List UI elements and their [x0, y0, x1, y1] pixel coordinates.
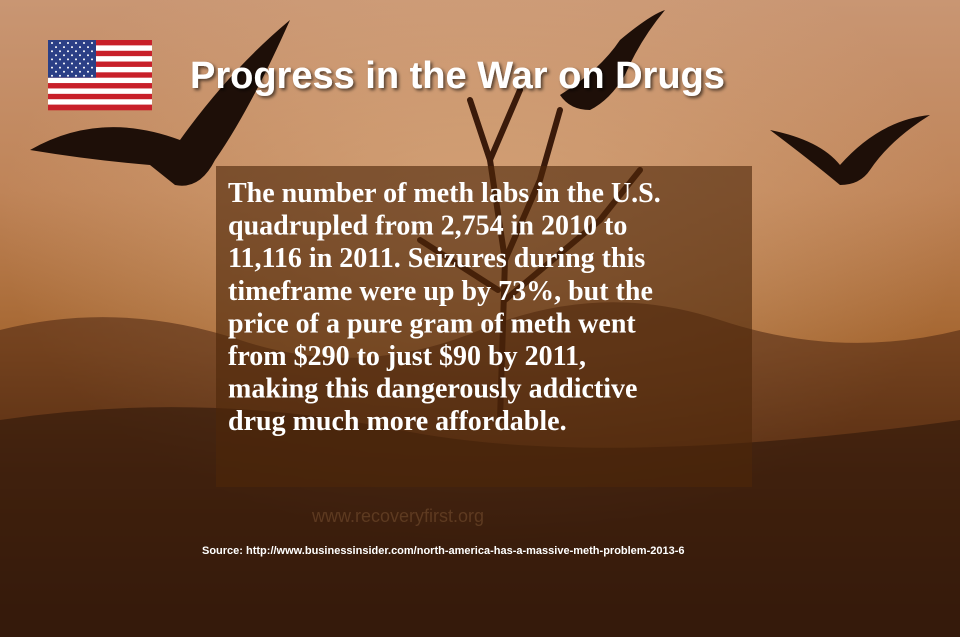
flag-star — [63, 54, 65, 57]
flag-stripe — [48, 50, 152, 57]
flag-star — [71, 54, 73, 57]
flag-star — [79, 70, 81, 73]
flag-star — [91, 66, 93, 69]
flag-star — [59, 42, 61, 44]
flag-star — [83, 66, 85, 69]
us-flag — [48, 40, 152, 111]
flag-star — [67, 42, 69, 44]
body-text: The number of meth labs in the U.S.quadr… — [228, 178, 661, 437]
flag-star — [79, 54, 81, 57]
body-line: making this dangerously addictive — [228, 374, 637, 405]
flag-star — [67, 58, 69, 61]
body-line: drug much more affordable. — [228, 406, 567, 437]
flag-star — [91, 42, 93, 44]
body-line: timeframe were up by 73%, but the — [228, 276, 653, 307]
flag-stripe — [48, 77, 152, 84]
flag-star — [51, 66, 53, 69]
flag-star — [75, 58, 77, 61]
flag-star — [55, 54, 57, 57]
flag-stripe — [48, 40, 152, 46]
body-line: 11,116 in 2011. Seizures during this — [228, 243, 645, 274]
flag-stripe — [48, 56, 152, 62]
flag-star — [55, 62, 57, 65]
flag-star — [51, 74, 53, 77]
flag-star — [51, 50, 53, 53]
flag-star — [71, 46, 73, 49]
flag-stripe — [48, 61, 152, 68]
flag-star — [83, 74, 85, 77]
body-line: The number of meth labs in the U.S. — [228, 178, 661, 209]
flag-star — [59, 66, 61, 69]
flag-star — [79, 46, 81, 49]
flag-stripe — [48, 93, 152, 100]
flag-star — [55, 70, 57, 73]
flag-star — [83, 42, 85, 44]
flag-star — [71, 62, 73, 65]
flag-star — [75, 50, 77, 53]
flag-star — [63, 46, 65, 49]
flag-stripe — [48, 72, 152, 78]
flag-star — [59, 74, 61, 77]
flag-stripe — [48, 104, 152, 111]
body-line: quadrupled from 2,754 in 2010 to — [228, 211, 627, 242]
flag-star — [87, 46, 89, 49]
flag-star — [59, 58, 61, 61]
title: Progress in the War on Drugs — [190, 55, 725, 97]
flag-star — [67, 50, 69, 53]
flag-star — [83, 50, 85, 53]
flag-star — [71, 70, 73, 73]
flag-star — [83, 58, 85, 61]
flag-star — [79, 62, 81, 65]
flag-star — [67, 74, 69, 77]
flag-stripe — [48, 66, 152, 73]
flag-star — [75, 74, 77, 77]
flag-star — [87, 70, 89, 73]
flag-stripe — [48, 88, 152, 95]
flag-star — [75, 66, 77, 69]
source: Source: http://www.businessinsider.com/n… — [202, 545, 685, 557]
flag-star — [91, 74, 93, 77]
flag-star — [51, 58, 53, 61]
flag-star — [63, 62, 65, 65]
text-box — [216, 166, 752, 487]
flag-stripe — [48, 83, 152, 89]
flag-star — [91, 58, 93, 61]
flag-star — [55, 46, 57, 49]
body-line: price of a pure gram of meth went — [228, 308, 636, 339]
flag-star — [63, 70, 65, 73]
birds — [30, 10, 930, 186]
flag-stripe — [48, 99, 152, 105]
flag-stripe — [48, 45, 152, 52]
flag-star — [59, 50, 61, 53]
watermark: www.recoveryfirst.org — [311, 506, 484, 526]
flag-star — [87, 54, 89, 57]
flag-star — [87, 62, 89, 65]
flag-star — [51, 42, 53, 44]
flag-star — [75, 42, 77, 44]
flag-star — [67, 66, 69, 69]
flag-star — [91, 50, 93, 53]
body-line: from $290 to just $90 by 2011, — [228, 341, 586, 372]
